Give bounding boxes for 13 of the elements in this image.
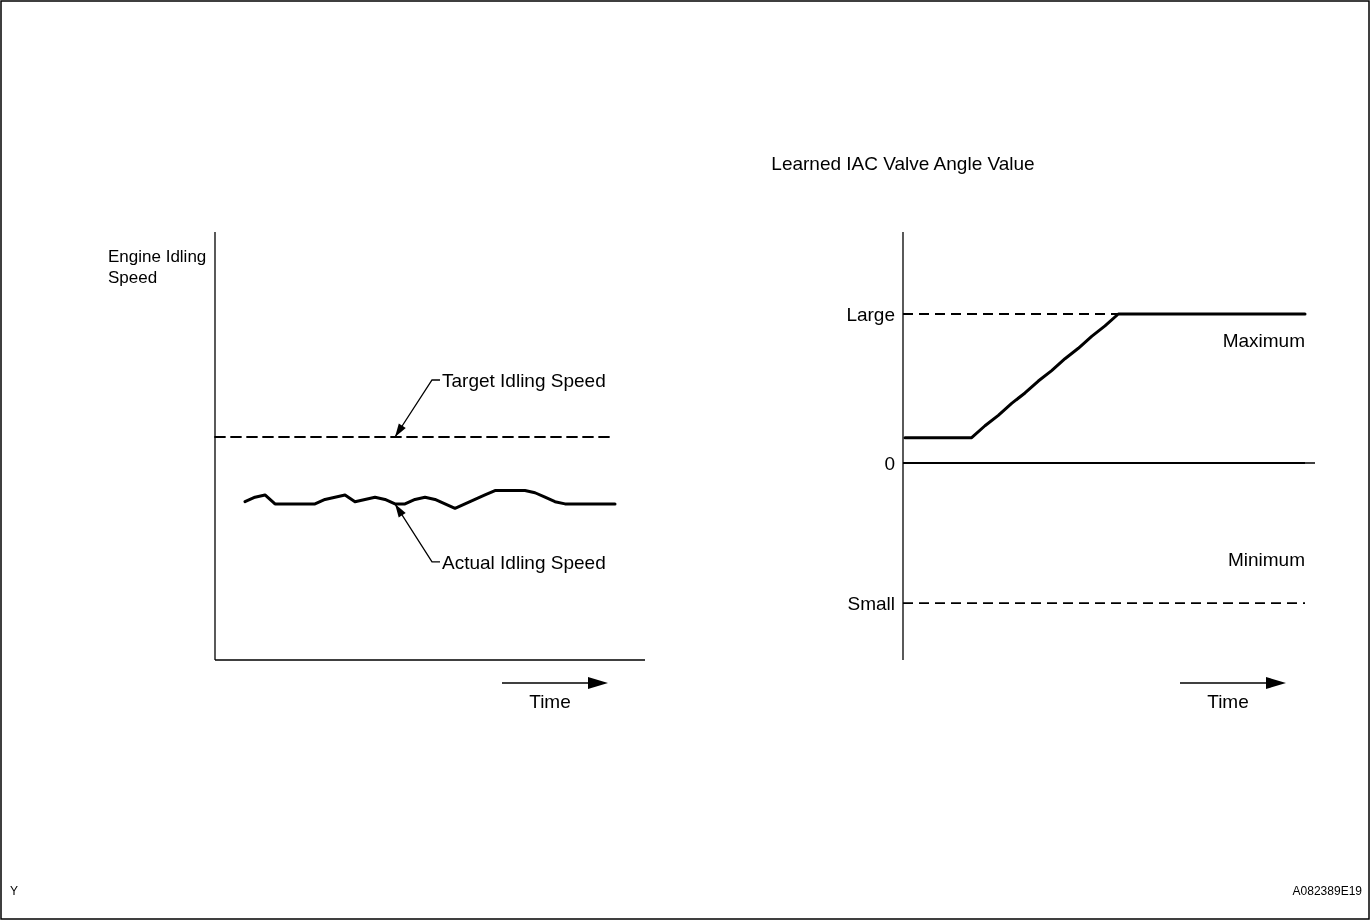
text: Y bbox=[10, 884, 19, 898]
x-axis-title: Time bbox=[529, 691, 571, 712]
x-axis-title: Time bbox=[1207, 691, 1249, 712]
text: Target Idling Speed bbox=[442, 369, 606, 391]
text: Actual Idling Speed bbox=[442, 551, 606, 573]
ref-line-label: 0 bbox=[884, 452, 895, 474]
ref-line-label: Large bbox=[846, 303, 895, 325]
text: A082389E19 bbox=[1292, 884, 1363, 898]
y-axis-title: Engine Idling Speed bbox=[108, 247, 207, 288]
y-axis-title: Learned IAC Valve Angle Value bbox=[771, 153, 1035, 174]
annotation: Maximum bbox=[1222, 329, 1305, 351]
text: Minimum bbox=[1227, 548, 1305, 570]
ref-line-label: Small bbox=[847, 592, 895, 614]
